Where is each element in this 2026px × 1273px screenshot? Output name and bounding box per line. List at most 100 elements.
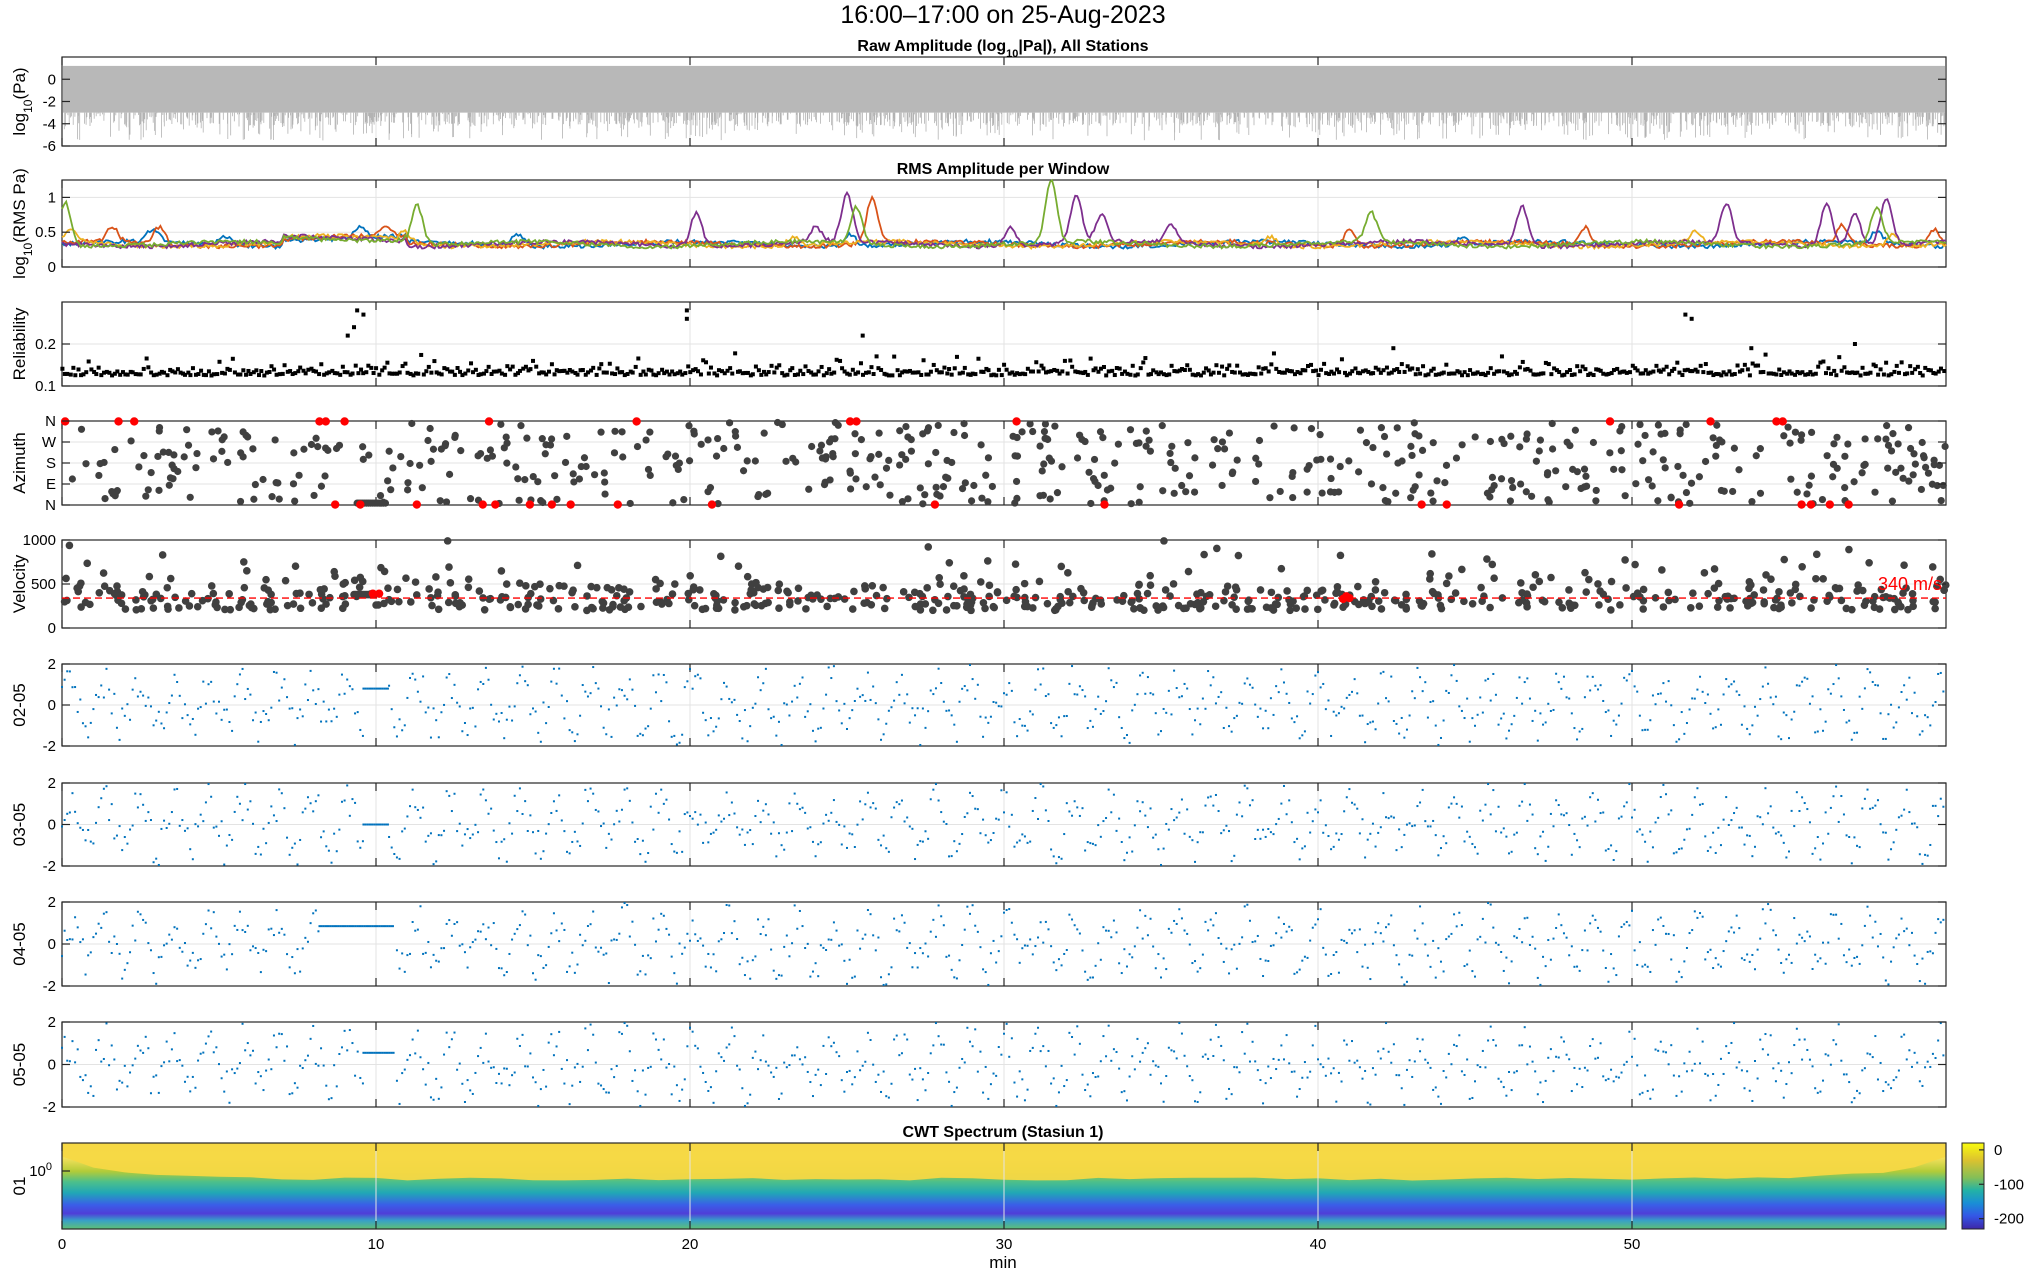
phase-point xyxy=(1876,945,1879,948)
velocity-point xyxy=(1812,550,1821,559)
phase-point xyxy=(1706,693,1709,696)
phase-point xyxy=(524,1065,527,1068)
azimuth-point xyxy=(1892,468,1900,476)
phase-point xyxy=(215,825,218,828)
phase-point xyxy=(366,823,369,826)
azimuth-point xyxy=(271,436,279,444)
phase-point xyxy=(1599,684,1602,687)
phase-point xyxy=(864,699,867,702)
reliability-point xyxy=(1829,371,1834,376)
phase-point xyxy=(1772,703,1775,706)
phase-point xyxy=(252,1049,255,1052)
reliability-point xyxy=(1813,371,1818,376)
velocity-point xyxy=(1292,604,1301,612)
phase-point xyxy=(1296,1095,1299,1098)
reliability-point xyxy=(745,370,750,375)
azimuth-point xyxy=(626,499,634,508)
phase-point xyxy=(1460,1070,1463,1073)
phase-point xyxy=(707,734,710,737)
velocity-point xyxy=(1273,600,1281,609)
phase-point xyxy=(129,828,132,831)
phase-point xyxy=(500,967,503,970)
phase-point xyxy=(1233,943,1236,946)
velocity-point xyxy=(1160,537,1168,545)
phase-point xyxy=(346,784,349,787)
reliability-point xyxy=(1572,372,1577,377)
reliability-point xyxy=(591,365,596,370)
phase-point xyxy=(369,823,372,826)
phase-point xyxy=(505,860,508,863)
azimuth-point xyxy=(259,475,267,484)
phase-point xyxy=(586,925,589,928)
phase-point xyxy=(717,814,720,817)
phase-point xyxy=(286,836,289,839)
phase-point xyxy=(997,705,1000,708)
phase-point xyxy=(275,909,278,912)
phase-point xyxy=(757,676,760,679)
phase-point xyxy=(566,850,569,853)
reliability-point xyxy=(238,372,243,377)
phase-point xyxy=(1717,826,1720,829)
azimuth-point xyxy=(1720,487,1728,495)
phase-point xyxy=(825,1072,828,1075)
phase-point xyxy=(296,1086,299,1089)
reliability-point xyxy=(450,369,455,374)
phase-point xyxy=(1500,950,1503,953)
phase-point xyxy=(249,949,252,952)
phase-point xyxy=(984,716,987,719)
phase-point xyxy=(809,1081,812,1084)
velocity-point xyxy=(1020,579,1029,588)
phase-point xyxy=(346,678,349,681)
phase-point xyxy=(639,732,642,735)
reliability-point xyxy=(1766,371,1771,376)
phase-point xyxy=(1204,920,1207,923)
velocity-point xyxy=(412,591,421,599)
azimuth-point xyxy=(619,453,627,461)
phase-point xyxy=(566,1059,569,1062)
reliability-point xyxy=(1727,369,1732,374)
phase-point xyxy=(1487,783,1490,786)
phase-point xyxy=(95,932,98,935)
phase-point xyxy=(272,814,275,817)
phase-point xyxy=(1657,918,1660,921)
phase-point xyxy=(1178,908,1181,911)
phase-point xyxy=(330,1097,333,1100)
title-part: |Pa|), All Stations xyxy=(1018,38,1148,55)
phase-point xyxy=(189,723,192,726)
phase-point xyxy=(1021,947,1024,950)
phase-point xyxy=(1076,693,1079,696)
phase-point xyxy=(318,925,321,928)
phase-point xyxy=(887,850,890,853)
reliability-point xyxy=(1855,370,1860,375)
reliability-point xyxy=(900,370,905,375)
phase-point xyxy=(1379,826,1382,829)
phase-point xyxy=(183,942,186,945)
velocity-point xyxy=(1064,587,1072,596)
phase-point xyxy=(989,1083,992,1086)
velocity-point xyxy=(283,601,292,610)
phase-point xyxy=(720,698,723,701)
phase-point xyxy=(586,695,589,698)
phase-point xyxy=(105,785,108,788)
phase-point xyxy=(835,700,838,703)
phase-point xyxy=(989,715,992,718)
phase-point xyxy=(170,1048,173,1051)
phase-point xyxy=(738,963,741,966)
phase-point xyxy=(1298,858,1301,861)
velocity-point xyxy=(1354,582,1362,591)
phase-point xyxy=(1419,801,1422,804)
phase-point xyxy=(1876,684,1879,687)
phase-point xyxy=(1665,793,1668,796)
phase-point xyxy=(673,734,676,737)
phase-point xyxy=(1405,1068,1408,1071)
phase-point xyxy=(660,788,663,791)
phase-point xyxy=(974,924,977,927)
reliability-point xyxy=(560,369,565,374)
reliability-point xyxy=(1832,368,1837,373)
velocity-point xyxy=(1020,602,1029,611)
phase-point xyxy=(1165,968,1168,971)
phase-point xyxy=(163,1061,166,1064)
azimuth-point xyxy=(644,465,653,474)
phase-point xyxy=(1071,814,1074,817)
phase-point xyxy=(173,1032,176,1035)
